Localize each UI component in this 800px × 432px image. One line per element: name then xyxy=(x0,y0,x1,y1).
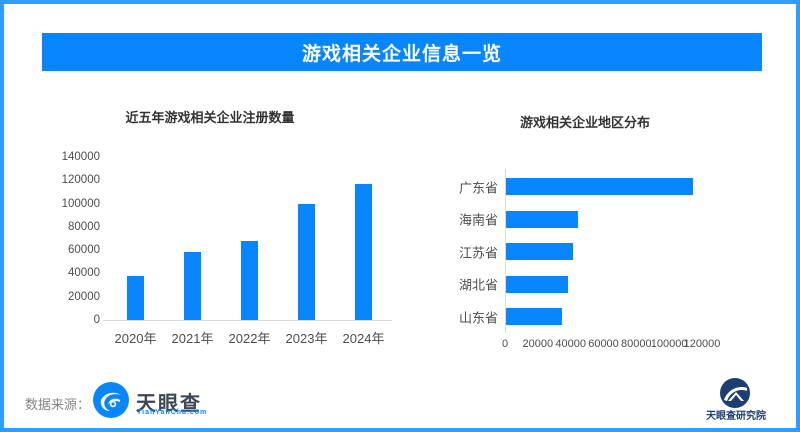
y-tick-label: 40000 xyxy=(68,267,100,280)
x-tick-label: 20000 xyxy=(522,338,554,350)
registrations-bar-chart: 近五年游戏相关企业注册数量 140000 120000 100000 80000 600… xyxy=(60,107,400,357)
tianyancha-url-text: TianYanCha.com xyxy=(137,409,208,416)
x-category-label: 2023年 xyxy=(285,331,328,346)
tianyancha-logo-icon xyxy=(93,382,129,418)
title-banner: 游戏相关企业信息一览 xyxy=(42,33,762,71)
data-source-label: 数据来源： xyxy=(25,397,91,412)
region-bar-海南省 xyxy=(506,210,579,228)
research-institute-logo-icon xyxy=(720,378,750,408)
x-tick-label: 0 xyxy=(501,338,509,350)
y-tick-label: 0 xyxy=(93,314,100,326)
y-tick-label: 60000 xyxy=(68,244,100,257)
registration-bar-2020年 xyxy=(127,275,144,320)
region-label: 湖北省 xyxy=(458,277,498,293)
registration-bar-2021年 xyxy=(184,252,201,320)
y-tick-label: 80000 xyxy=(68,220,100,233)
region-label: 海南省 xyxy=(458,212,498,228)
x-category-label: 2024年 xyxy=(342,331,385,346)
region-bar-山东省 xyxy=(506,308,562,325)
y-tick-label: 20000 xyxy=(68,290,100,303)
registration-bar-2024年 xyxy=(355,183,372,320)
region-label: 广东省 xyxy=(458,180,498,195)
registration-bar-2022年 xyxy=(241,240,258,320)
research-institute-label: 天眼查研究院 xyxy=(706,411,766,422)
y-tick-label: 100000 xyxy=(61,197,100,210)
x-category-label: 2021年 xyxy=(171,331,214,346)
registrations-x-axis-line xyxy=(103,320,392,321)
tianyancha-wordmark: 天眼查 xyxy=(136,393,202,415)
regions-y-axis-line xyxy=(505,169,506,333)
region-bar-广东省 xyxy=(506,178,694,195)
x-category-label: 2020年 xyxy=(114,331,157,346)
regions-chart-title: 游戏相关企业地区分布 xyxy=(519,115,650,130)
region-bar-湖北省 xyxy=(506,275,569,293)
x-category-label: 2022年 xyxy=(228,331,271,346)
registration-bar-2023年 xyxy=(298,203,315,320)
region-label: 江苏省 xyxy=(458,245,498,260)
x-tick-label: 120000 xyxy=(683,338,721,350)
regions-bar-chart: 游戏相关企业地区分布 广东省海南省江苏省湖北省山东省 0 20000 40000 600… xyxy=(430,112,760,362)
x-tick-label: 40000 xyxy=(555,338,586,350)
registrations-chart-title: 近五年游戏相关企业注册数量 xyxy=(125,110,295,125)
x-tick-label: 60000 xyxy=(588,338,619,350)
x-tick-label: 100000 xyxy=(650,338,688,350)
x-tick-label: 80000 xyxy=(621,338,652,350)
page-title: 游戏相关企业信息一览 xyxy=(301,43,502,65)
y-tick-label: 140000 xyxy=(61,151,100,163)
region-bar-江苏省 xyxy=(506,243,574,260)
y-tick-label: 120000 xyxy=(61,174,100,187)
region-label: 山东省 xyxy=(458,310,498,325)
